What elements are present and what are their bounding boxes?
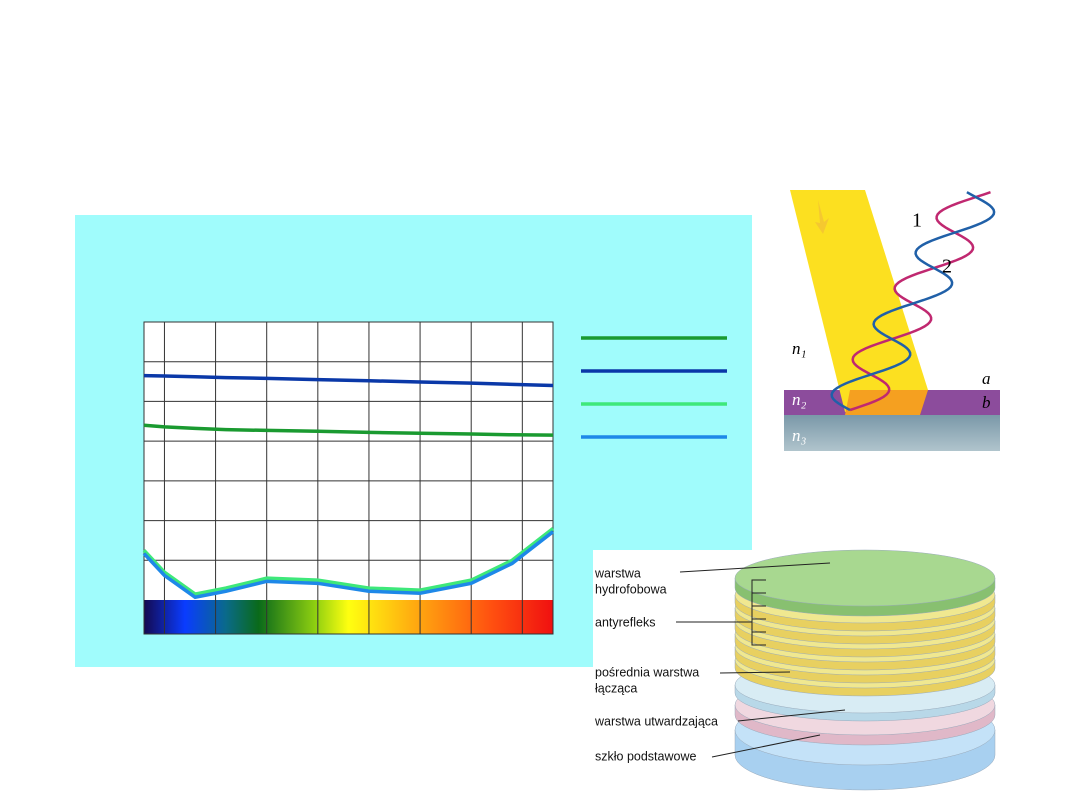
series-line — [142, 530, 555, 600]
lens-layer-top — [734, 549, 996, 607]
layer-label: hydrofobowa — [595, 582, 667, 596]
surface-label: a — [982, 369, 991, 388]
beam-in-coating — [845, 390, 928, 415]
layer-label: pośrednia warstwa — [595, 665, 699, 679]
layer-label: warstwa — [594, 566, 641, 580]
leader-lines — [676, 562, 846, 758]
layer-label: antyrefleks — [595, 615, 655, 629]
series-line — [143, 423, 554, 437]
substrate — [784, 415, 1000, 451]
index-label: n₁ — [792, 339, 806, 358]
index-label: n₃ — [792, 426, 807, 445]
lens-stack — [734, 549, 996, 791]
wave-label: 2 — [942, 256, 952, 278]
beam-arrow — [815, 200, 829, 234]
surface-label: b — [982, 393, 991, 412]
interference-diagram: 1 2 n₁ a n₂ b n₃ — [784, 190, 1000, 451]
index-label: n₂ — [792, 390, 807, 409]
series-line — [143, 373, 554, 388]
series-line — [142, 527, 555, 596]
spectrum-bar — [144, 600, 553, 634]
layer-label: łącząca — [595, 681, 637, 695]
wave-2 — [830, 191, 996, 412]
plot-frame — [143, 321, 554, 635]
plot-area — [144, 322, 553, 600]
layer-label: szkło podstawowe — [595, 749, 696, 763]
wave-label: 1 — [912, 210, 922, 232]
light-beam — [790, 190, 928, 412]
layer-label: warstwa utwardzająca — [594, 714, 718, 728]
